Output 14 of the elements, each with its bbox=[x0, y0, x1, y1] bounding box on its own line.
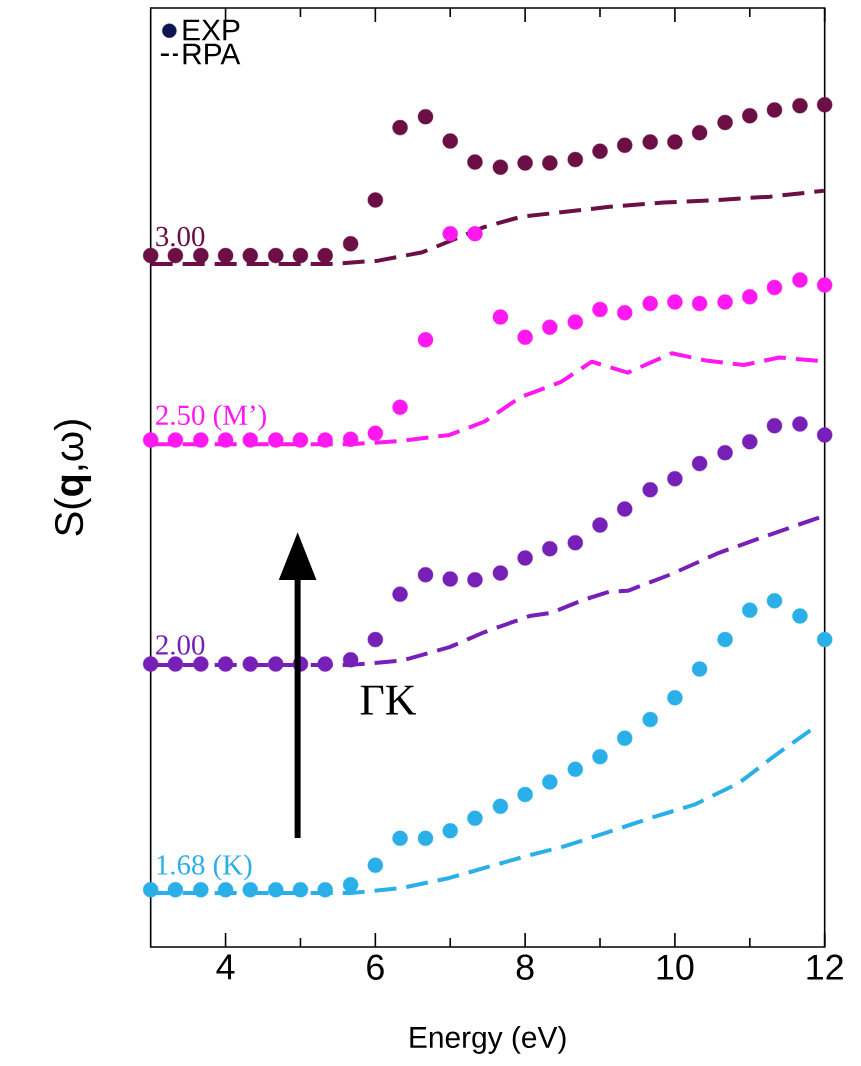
annotation: 3.00 bbox=[156, 226, 205, 247]
legend-label: EXP bbox=[183, 19, 240, 41]
legend-label: RPA bbox=[183, 43, 241, 65]
x-tick-label: 4 bbox=[216, 954, 235, 980]
annotation: 1.68 (K) bbox=[157, 854, 252, 881]
x-tick-label: 10 bbox=[657, 954, 694, 980]
y-axis-title: S(q,ω) bbox=[54, 420, 92, 536]
x-tick-label: 6 bbox=[367, 954, 384, 980]
x-tick-label: 8 bbox=[516, 954, 534, 980]
annotation: 2.50 (M’) bbox=[156, 404, 267, 431]
annotation: ΓK bbox=[360, 685, 417, 715]
x-tick-label: 12 bbox=[807, 954, 843, 980]
annotation: 2.00 bbox=[156, 635, 205, 655]
x-axis-title: Energy (eV) bbox=[410, 1026, 566, 1054]
